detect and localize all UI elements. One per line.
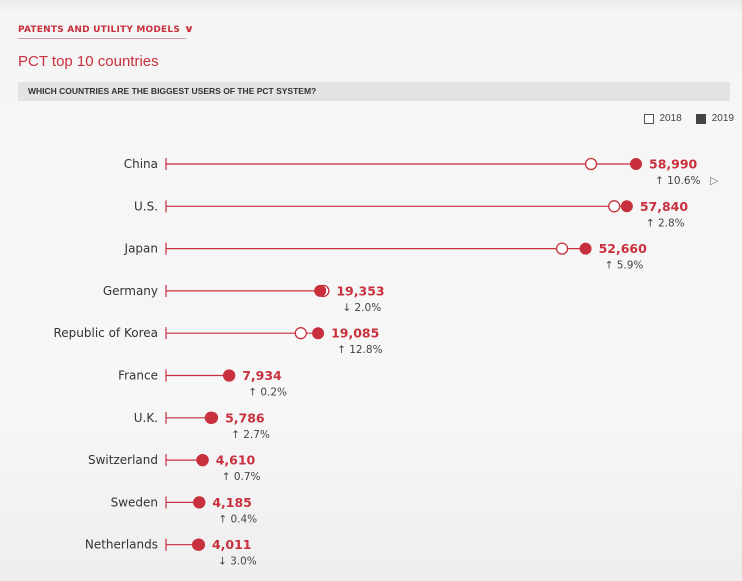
marker-2019-japan xyxy=(579,242,592,255)
value-label-sweden: 4,185 xyxy=(212,495,252,510)
country-label-republic-of-korea: Republic of Korea xyxy=(53,326,158,340)
marker-2018-u-s- xyxy=(608,200,621,213)
marker-2019-republic-of-korea xyxy=(312,327,325,340)
change-label-sweden: ↑ 0.4% xyxy=(218,513,257,525)
change-label-germany: ↓ 2.0% xyxy=(342,302,381,314)
country-label-switzerland: Switzerland xyxy=(88,453,158,467)
country-label-u-k-: U.K. xyxy=(134,411,158,425)
marker-2019-netherlands xyxy=(191,538,204,551)
change-label-china: ↑ 10.6% xyxy=(655,175,701,187)
marker-2019-switzerland xyxy=(196,454,209,467)
country-label-sweden: Sweden xyxy=(111,495,158,509)
nav-underline xyxy=(18,38,186,39)
country-label-germany: Germany xyxy=(103,284,158,298)
legend-2019-swatch xyxy=(695,113,706,124)
value-label-france: 7,934 xyxy=(242,368,282,383)
change-label-france: ↑ 0.2% xyxy=(248,387,287,399)
marker-2019-u-s- xyxy=(620,200,633,213)
value-label-japan: 52,660 xyxy=(599,241,648,256)
value-label-republic-of-korea: 19,085 xyxy=(331,326,379,341)
marker-2018-china xyxy=(584,157,598,171)
change-label-netherlands: ↓ 3.0% xyxy=(218,556,257,568)
country-label-netherlands: Netherlands xyxy=(85,538,158,552)
mouse-pointer-icon: ▷ xyxy=(710,174,719,187)
chevron-down-icon: ∨ xyxy=(183,24,195,35)
value-label-switzerland: 4,610 xyxy=(216,453,256,468)
country-label-china: China xyxy=(124,157,158,171)
marker-2019-france xyxy=(223,369,236,382)
country-label-u-s-: U.S. xyxy=(134,199,158,213)
country-label-france: France xyxy=(118,369,158,383)
chart-legend: 2018 2019 xyxy=(643,113,734,124)
change-label-japan: ↑ 5.9% xyxy=(605,260,644,272)
marker-2018-japan xyxy=(555,242,569,255)
change-label-switzerland: ↑ 0.7% xyxy=(222,471,261,483)
marker-2019-u-k- xyxy=(206,411,219,424)
page-title: PCT top 10 countries xyxy=(18,53,159,70)
country-label-japan: Japan xyxy=(124,242,158,256)
value-label-china: 58,990 xyxy=(649,157,698,172)
marker-2019-sweden xyxy=(193,496,206,509)
value-label-u-s-: 57,840 xyxy=(640,199,689,214)
nav-label: PATENTS AND UTILITY MODELS xyxy=(18,24,181,35)
marker-2019-china xyxy=(630,158,643,170)
marker-2018-republic-of-korea xyxy=(294,327,307,340)
value-label-u-k-: 5,786 xyxy=(225,410,265,425)
change-label-republic-of-korea: ↑ 12.8% xyxy=(337,344,383,356)
change-label-u-s-: ↑ 2.8% xyxy=(646,217,685,229)
legend-2019-label: 2019 xyxy=(711,113,734,124)
value-label-netherlands: 4,011 xyxy=(212,537,252,552)
subtitle-bar: WHICH COUNTRIES ARE THE BIGGEST USERS OF… xyxy=(18,82,730,101)
value-label-germany: 19,353 xyxy=(336,283,384,298)
change-label-u-k-: ↑ 2.7% xyxy=(231,429,270,441)
marker-2019-germany xyxy=(314,284,327,297)
section-nav-dropdown[interactable]: PATENTS AND UTILITY MODELS ∨ xyxy=(18,24,195,35)
legend-2018-label: 2018 xyxy=(659,113,682,124)
chart-subtitle: WHICH COUNTRIES ARE THE BIGGEST USERS OF… xyxy=(28,86,317,96)
legend-2018-swatch xyxy=(643,113,654,124)
